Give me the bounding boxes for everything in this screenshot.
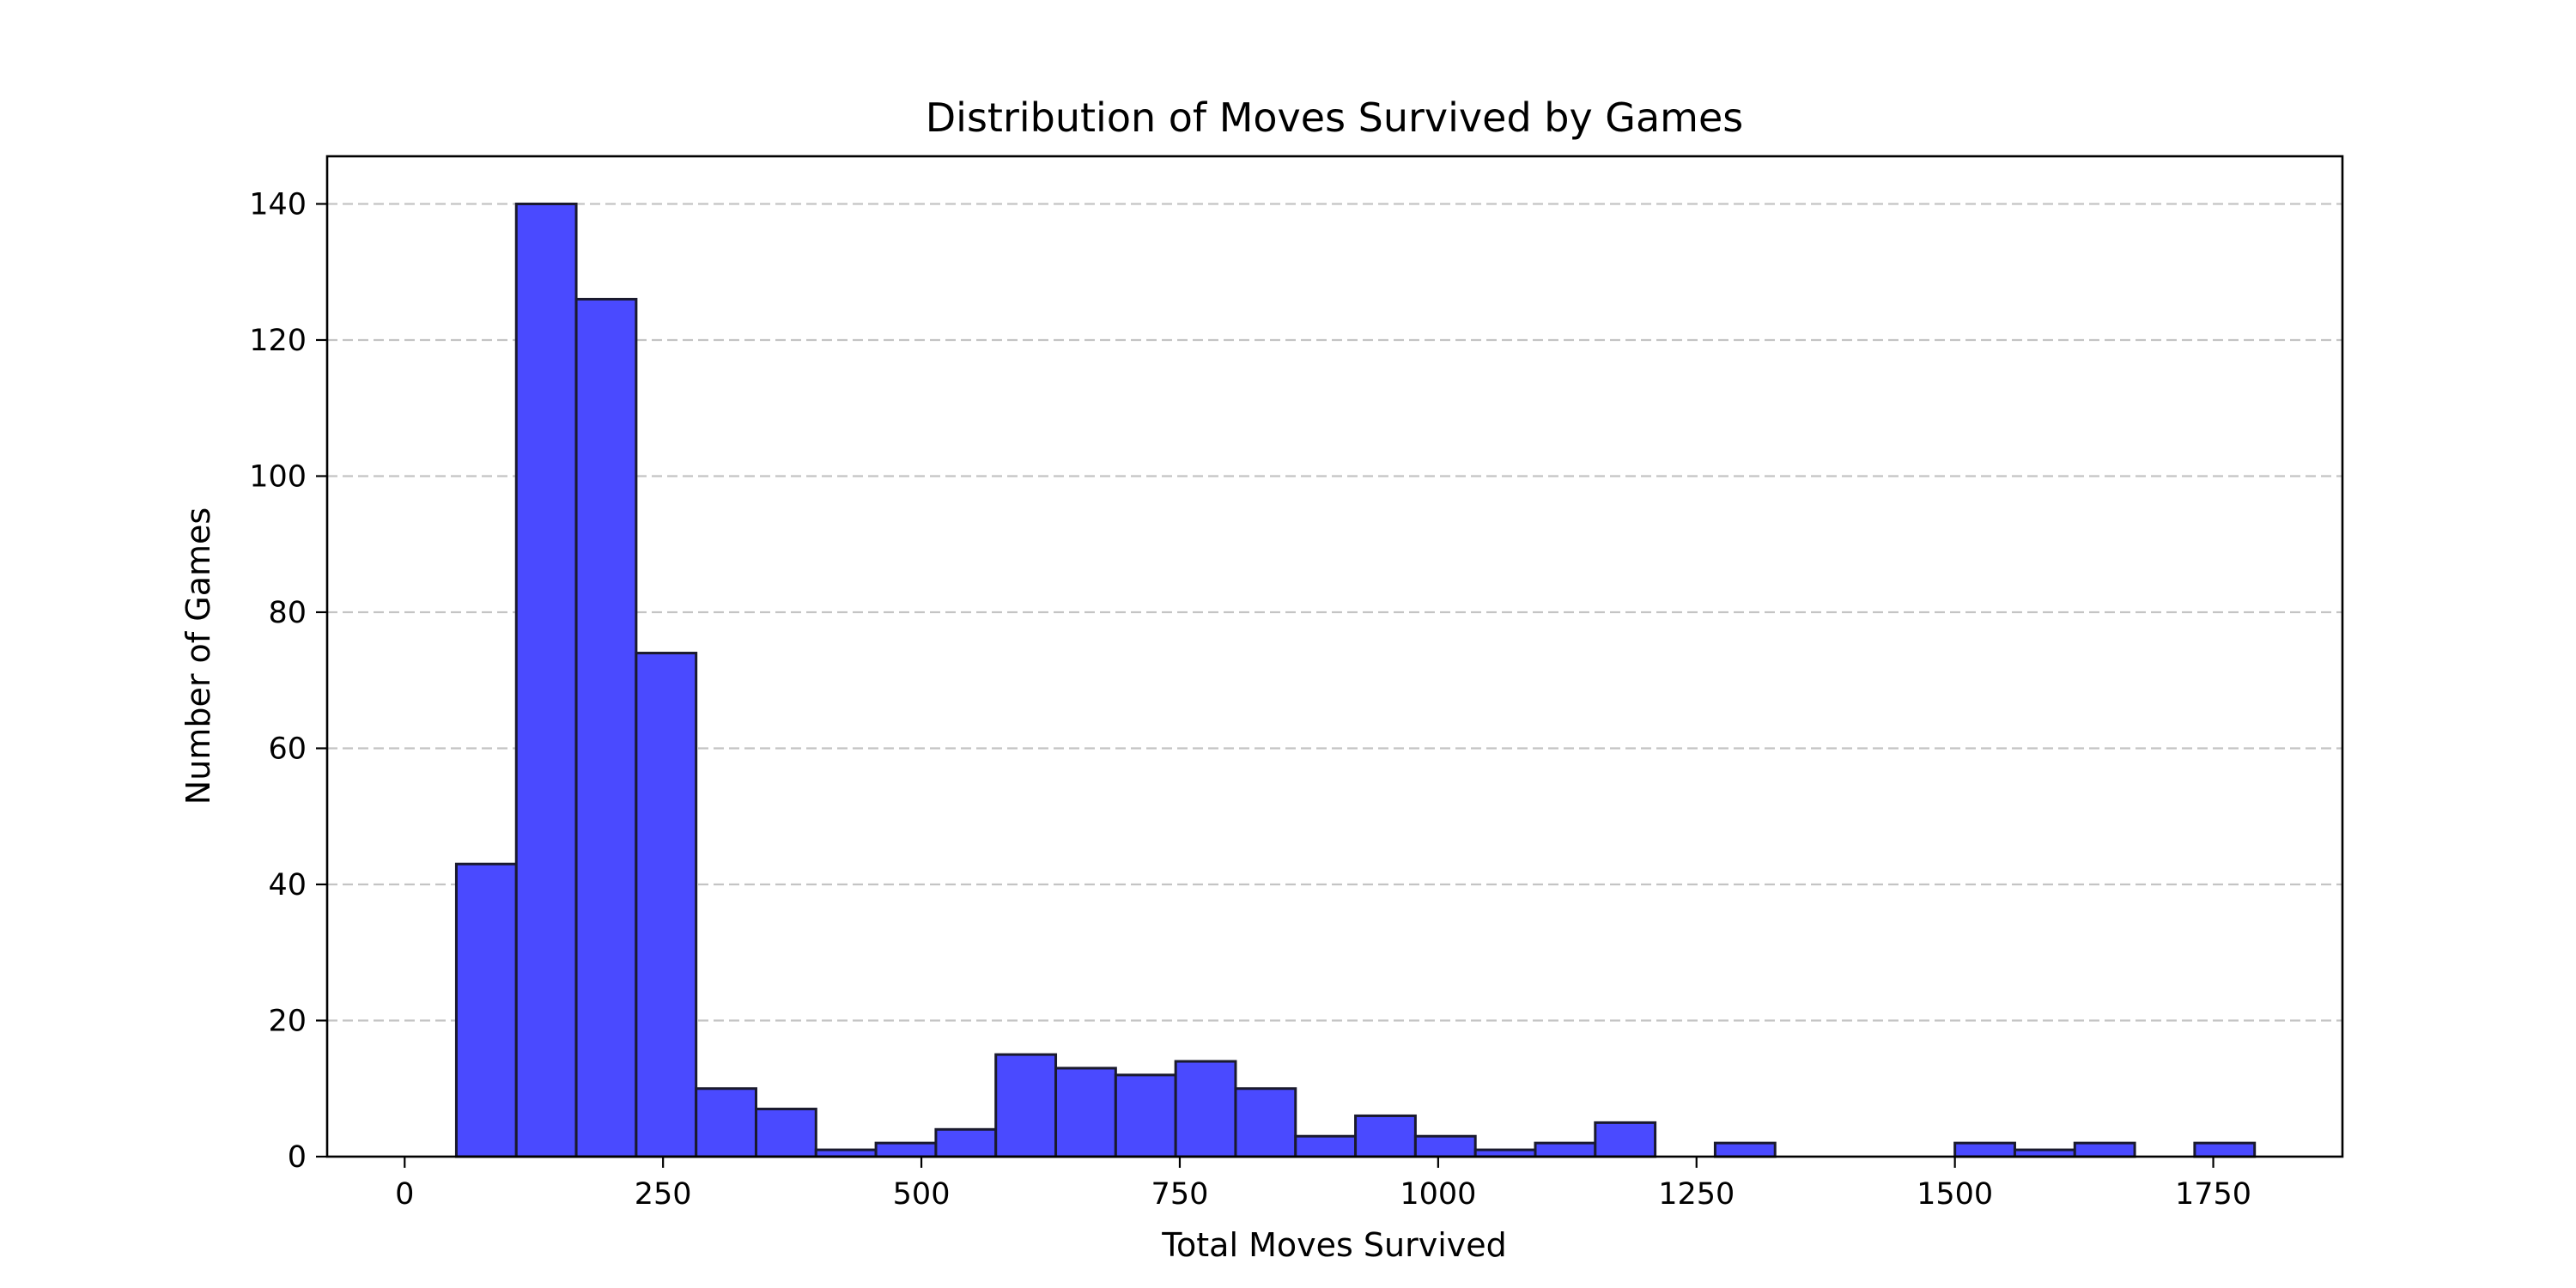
histogram-bar [2073, 1141, 2136, 1158]
histogram-bar [1114, 1073, 1177, 1158]
y-tick-label: 40 [268, 868, 307, 902]
histogram-bar [1234, 1087, 1297, 1158]
chart-title: Distribution of Moves Survived by Games [926, 94, 1743, 141]
y-tick-label: 140 [249, 187, 307, 222]
x-axis-label: Total Moves Survived [1161, 1226, 1506, 1264]
x-axis-ticks: 0 250 500 750 1000 1250 1500 1750 [395, 1157, 2251, 1212]
y-axis-ticks: 0 20 40 60 80 100 120 140 [249, 187, 327, 1175]
y-tick-label: 120 [249, 324, 307, 358]
histogram-bar [1594, 1121, 1657, 1158]
plot-frame [325, 155, 2344, 1158]
y-tick-label: 60 [268, 732, 307, 766]
histogram-bar [1294, 1134, 1358, 1158]
histogram-bar [514, 202, 578, 1158]
histogram-bar [1713, 1141, 1777, 1158]
x-tick-label: 750 [1151, 1177, 1209, 1212]
x-tick-label: 1500 [1917, 1177, 1993, 1212]
grid-lines [327, 203, 2342, 1022]
x-tick-label: 1250 [1658, 1177, 1735, 1212]
histogram-bar [994, 1053, 1058, 1158]
x-tick-label: 0 [395, 1177, 414, 1212]
x-tick-label: 250 [635, 1177, 692, 1212]
histogram-bar [1174, 1060, 1237, 1158]
x-tick-label: 1750 [2175, 1177, 2251, 1212]
y-tick-label: 0 [288, 1140, 307, 1175]
y-tick-label: 20 [268, 1004, 307, 1038]
histogram-bar [1413, 1134, 1477, 1158]
histogram-bar [754, 1108, 817, 1158]
y-axis-label: Number of Games [179, 507, 217, 805]
histogram-bar [934, 1127, 998, 1158]
histogram-bar [695, 1087, 757, 1158]
x-tick-label: 500 [893, 1177, 951, 1212]
y-tick-label: 100 [249, 459, 307, 494]
y-tick-label: 80 [268, 596, 307, 630]
histogram-bar [874, 1141, 938, 1158]
x-tick-label: 1000 [1400, 1177, 1476, 1212]
histogram-bar [2193, 1141, 2257, 1158]
histogram-bar [1953, 1141, 2016, 1158]
histogram-bar [454, 862, 518, 1158]
histogram-bar [574, 297, 638, 1158]
histogram-bar [635, 652, 698, 1158]
histogram-bars [454, 202, 2257, 1158]
histogram-bar [1534, 1141, 1597, 1158]
histogram-bar [1054, 1066, 1117, 1158]
histogram-bar [1354, 1114, 1417, 1158]
